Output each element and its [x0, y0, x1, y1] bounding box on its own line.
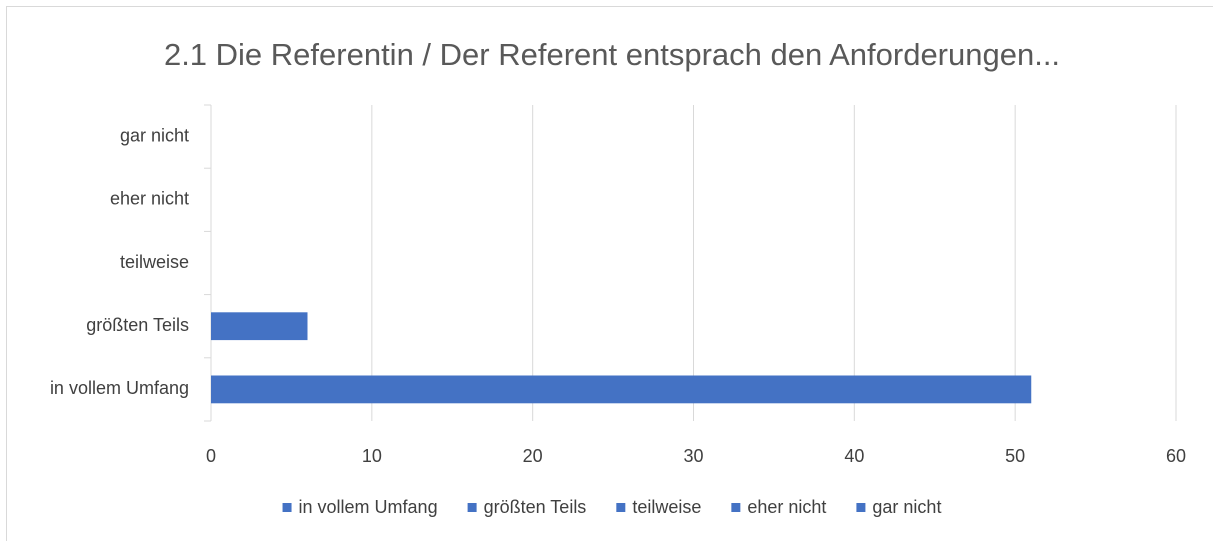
legend-marker [731, 503, 741, 512]
x-tick-label: 60 [1166, 446, 1186, 466]
legend-label: teilweise [632, 497, 701, 517]
chart-frame [6, 6, 1213, 541]
y-tick-label: gar nicht [120, 125, 189, 145]
y-tick-label: teilweise [120, 252, 189, 272]
y-tick-label: eher nicht [110, 189, 189, 209]
x-tick-label: 10 [362, 446, 382, 466]
legend-label: in vollem Umfang [299, 497, 438, 517]
y-tick-label: größten Teils [86, 315, 189, 335]
legend-marker [282, 503, 292, 512]
x-tick-label: 50 [1005, 446, 1025, 466]
legend-marker [467, 503, 477, 512]
chart-title: 2.1 Die Referentin / Der Referent entspr… [164, 37, 1060, 72]
bar [211, 312, 308, 341]
x-tick-label: 40 [844, 446, 864, 466]
y-tick-label: in vollem Umfang [50, 378, 189, 398]
legend-label: gar nicht [872, 497, 941, 517]
x-tick-label: 20 [523, 446, 543, 466]
legend-marker [856, 503, 866, 512]
x-tick-label: 30 [683, 446, 703, 466]
legend-label: eher nicht [747, 497, 826, 517]
bar [211, 375, 1032, 404]
x-tick-label: 0 [206, 446, 216, 466]
legend-label: größten Teils [484, 497, 587, 517]
legend-marker [616, 503, 626, 512]
